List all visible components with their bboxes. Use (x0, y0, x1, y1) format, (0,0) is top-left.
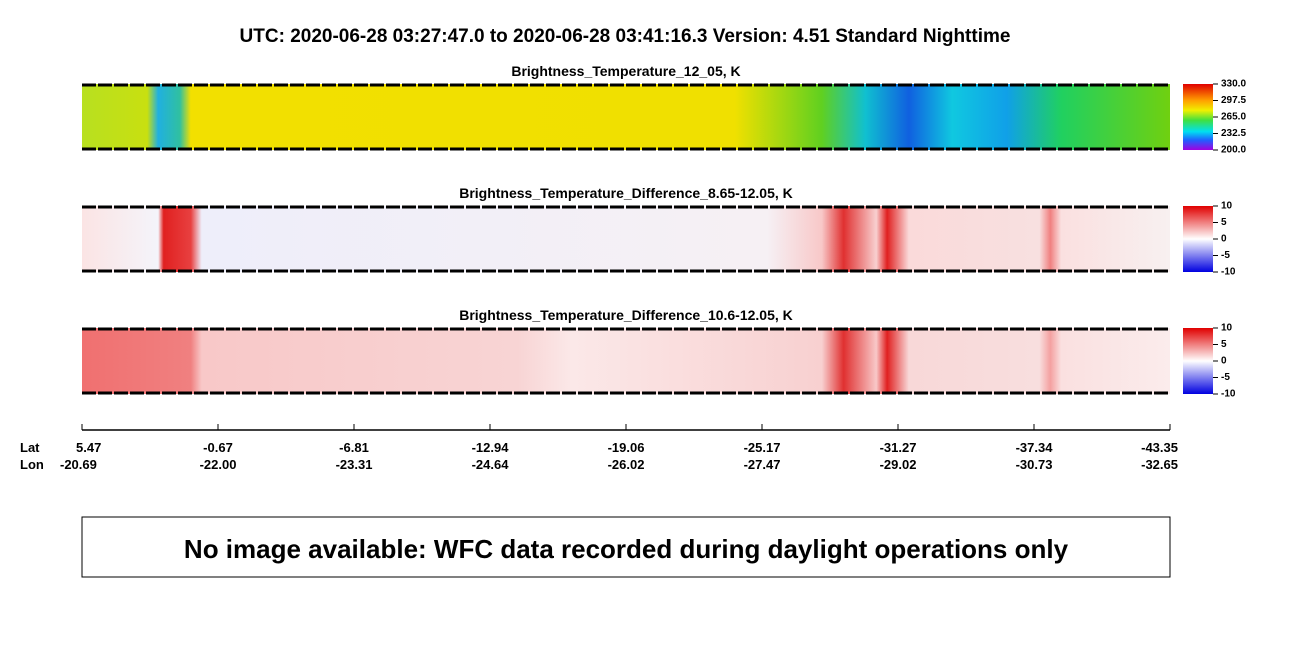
lon-label: Lon (20, 457, 44, 472)
lon-value: -20.69 (60, 457, 97, 472)
panel-title: Brightness_Temperature_Difference_10.6-1… (459, 307, 793, 323)
colorbar (1183, 84, 1213, 150)
colorbar-label: 10 (1221, 201, 1233, 212)
lat-value: 5.47 (76, 440, 101, 455)
colorbar-label: 265.0 (1221, 112, 1246, 123)
panel-title: Brightness_Temperature_12_05, K (511, 63, 740, 79)
colorbar-label: -10 (1221, 267, 1236, 278)
lon-value: -22.00 (200, 457, 237, 472)
colorbar-label: -5 (1221, 250, 1230, 261)
colorbar-label: 330.0 (1221, 79, 1246, 90)
colorbar-label: -5 (1221, 372, 1230, 383)
message-box (81, 516, 1171, 578)
colorbar (1183, 328, 1213, 394)
colorbar-label: 297.5 (1221, 95, 1246, 106)
lon-value: -30.73 (1016, 457, 1053, 472)
colorbar-label: 200.0 (1221, 145, 1246, 156)
data-strip (82, 84, 1170, 150)
title: UTC: 2020-06-28 03:27:47.0 to 2020-06-28… (240, 26, 1011, 47)
lat-value: -43.35 (1141, 440, 1178, 455)
message: No image available: WFC data recorded du… (184, 534, 1069, 564)
lat-value: -12.94 (472, 440, 510, 455)
colorbar-label: 5 (1221, 217, 1227, 228)
colorbar-label: 0 (1221, 234, 1227, 245)
colorbar-label: 0 (1221, 356, 1227, 367)
colorbar-label: 5 (1221, 339, 1227, 350)
data-strip (82, 328, 1170, 394)
lon-value: -24.64 (472, 457, 510, 472)
lon-value: -23.31 (336, 457, 373, 472)
lon-value: -32.65 (1141, 457, 1178, 472)
data-strip (82, 206, 1170, 272)
lat-value: -31.27 (880, 440, 917, 455)
lon-value: -27.47 (744, 457, 781, 472)
lat-value: -0.67 (203, 440, 233, 455)
lat-value: -19.06 (608, 440, 645, 455)
lat-value: -25.17 (744, 440, 781, 455)
lat-label: Lat (20, 440, 40, 455)
lat-value: -37.34 (1016, 440, 1054, 455)
lon-value: -29.02 (880, 457, 917, 472)
panel-title: Brightness_Temperature_Difference_8.65-1… (459, 185, 793, 201)
colorbar-label: -10 (1221, 389, 1236, 400)
lat-value: -6.81 (339, 440, 369, 455)
lon-value: -26.02 (608, 457, 645, 472)
colorbar (1183, 206, 1213, 272)
colorbar-label: 232.5 (1221, 128, 1246, 139)
colorbar-label: 10 (1221, 323, 1233, 334)
